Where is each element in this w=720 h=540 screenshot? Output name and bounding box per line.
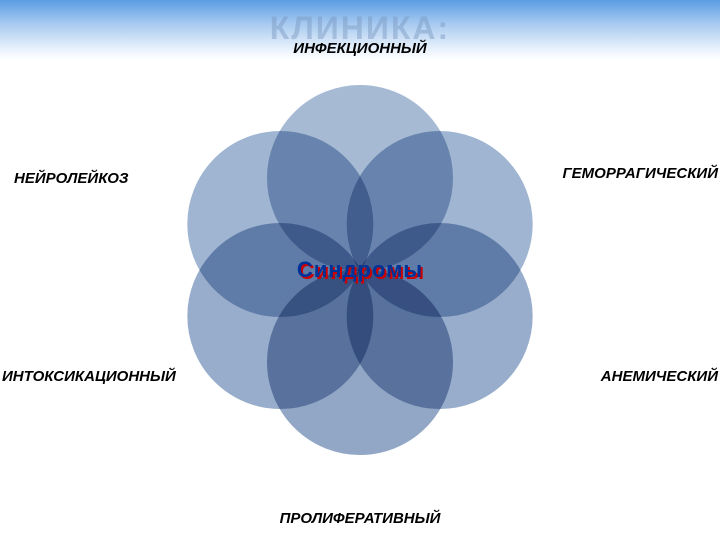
- outer-label-bottom-left: ИНТОКСИКАЦИОННЫЙ: [2, 368, 176, 385]
- outer-label-top: ИНФЕКЦИОННЫЙ: [293, 40, 426, 57]
- outer-label-top-left: НЕЙРОЛЕЙКОЗ: [14, 170, 129, 187]
- outer-label-top-right: ГЕМОРРАГИЧЕСКИЙ: [562, 165, 718, 182]
- outer-label-bottom: ПРОЛИФЕРАТИВНЫЙ: [280, 510, 441, 527]
- venn-petal-5: [185, 129, 375, 319]
- venn-diagram: Синдромы Синдромы: [180, 90, 540, 450]
- outer-label-bottom-right: АНЕМИЧЕСКИЙ: [601, 368, 718, 385]
